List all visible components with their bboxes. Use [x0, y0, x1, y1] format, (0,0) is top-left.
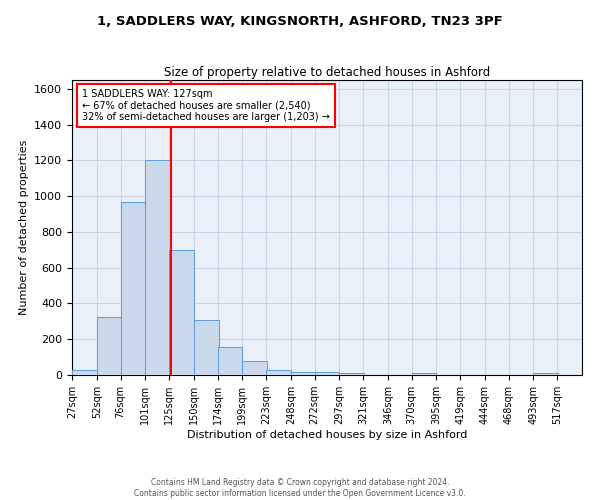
- Bar: [169, 250, 194, 375]
- X-axis label: Distribution of detached houses by size in Ashford: Distribution of detached houses by size …: [187, 430, 467, 440]
- Title: Size of property relative to detached houses in Ashford: Size of property relative to detached ho…: [164, 66, 490, 79]
- Bar: [194, 320, 218, 375]
- Bar: [218, 348, 242, 375]
- Bar: [412, 372, 436, 375]
- Bar: [533, 372, 558, 375]
- Bar: [121, 202, 145, 375]
- Bar: [340, 373, 364, 375]
- Bar: [242, 361, 267, 375]
- Bar: [266, 370, 291, 375]
- Bar: [72, 370, 97, 375]
- Bar: [97, 317, 122, 375]
- Bar: [314, 372, 340, 375]
- Text: 1 SADDLERS WAY: 127sqm
← 67% of detached houses are smaller (2,540)
32% of semi-: 1 SADDLERS WAY: 127sqm ← 67% of detached…: [82, 89, 330, 122]
- Text: 1, SADDLERS WAY, KINGSNORTH, ASHFORD, TN23 3PF: 1, SADDLERS WAY, KINGSNORTH, ASHFORD, TN…: [97, 15, 503, 28]
- Bar: [145, 160, 170, 375]
- Bar: [291, 372, 316, 375]
- Y-axis label: Number of detached properties: Number of detached properties: [19, 140, 29, 315]
- Text: Contains HM Land Registry data © Crown copyright and database right 2024.
Contai: Contains HM Land Registry data © Crown c…: [134, 478, 466, 498]
